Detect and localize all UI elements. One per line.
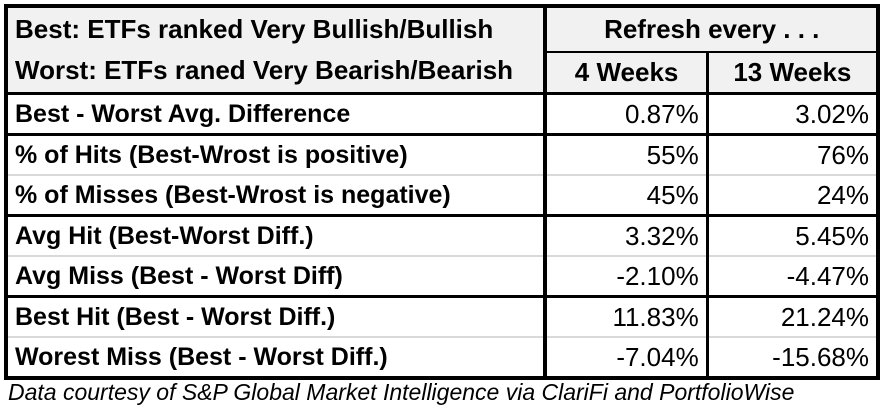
metric-label: Best - Worst Avg. Difference [6, 93, 548, 136]
value-13-weeks: 24% [705, 175, 878, 217]
value-4-weeks: 11.83% [545, 296, 708, 338]
value-4-weeks: -7.04% [545, 337, 708, 378]
metric-label: Avg Hit (Best-Worst Diff.) [6, 215, 548, 257]
value-13-weeks: -15.68% [705, 337, 878, 378]
table-row: % of Misses (Best-Wrost is negative) 45%… [6, 175, 878, 217]
column-header-13-weeks: 13 Weeks [705, 52, 878, 95]
value-4-weeks: 3.32% [545, 215, 708, 257]
value-13-weeks: 5.45% [705, 215, 878, 257]
metric-label: % of Hits (Best-Wrost is positive) [6, 134, 548, 176]
value-13-weeks: -4.47% [705, 256, 878, 298]
header-row-weeks: 4 Weeks 13 Weeks [6, 52, 878, 95]
table-title-cell: Best: ETFs ranked Very Bullish/Bullish W… [6, 6, 548, 95]
value-4-weeks: 45% [545, 175, 708, 217]
data-courtesy-caption: Data courtesy of S&P Global Market Intel… [8, 379, 795, 405]
metric-label: Best Hit (Best - Worst Diff.) [6, 296, 548, 338]
table-row: Avg Hit (Best-Worst Diff.) 3.32% 5.45% [6, 215, 878, 257]
table-title-line1: Best: ETFs ranked Very Bullish/Bullish [15, 14, 494, 44]
table-row: Best - Worst Avg. Difference 0.87% 3.02% [6, 93, 878, 136]
value-13-weeks: 21.24% [705, 296, 878, 338]
value-13-weeks: 3.02% [705, 93, 878, 136]
metric-label: Avg Miss (Best - Worst Diff) [6, 256, 548, 298]
refresh-every-header: Refresh every . . . [545, 6, 878, 53]
value-13-weeks: 76% [705, 134, 878, 176]
table-row: % of Hits (Best-Wrost is positive) 55% 7… [6, 134, 878, 176]
column-header-4-weeks: 4 Weeks [545, 52, 708, 95]
table-row: Avg Miss (Best - Worst Diff) -2.10% -4.4… [6, 256, 878, 298]
table-row: Best Hit (Best - Worst Diff.) 11.83% 21.… [6, 296, 878, 338]
header-row-refresh: Best: ETFs ranked Very Bullish/Bullish W… [6, 6, 878, 95]
value-4-weeks: 55% [545, 134, 708, 176]
metric-label: % of Misses (Best-Wrost is negative) [6, 175, 548, 217]
table-row: Worest Miss (Best - Worst Diff.) -7.04% … [6, 337, 878, 378]
metric-label: Worest Miss (Best - Worst Diff.) [6, 337, 548, 378]
table-title-line2: Worst: ETFs raned Very Bearish/Bearish [15, 55, 514, 85]
value-4-weeks: 0.87% [545, 93, 708, 136]
value-4-weeks: -2.10% [545, 256, 708, 298]
etf-performance-table: Best: ETFs ranked Very Bullish/Bullish W… [4, 4, 880, 380]
